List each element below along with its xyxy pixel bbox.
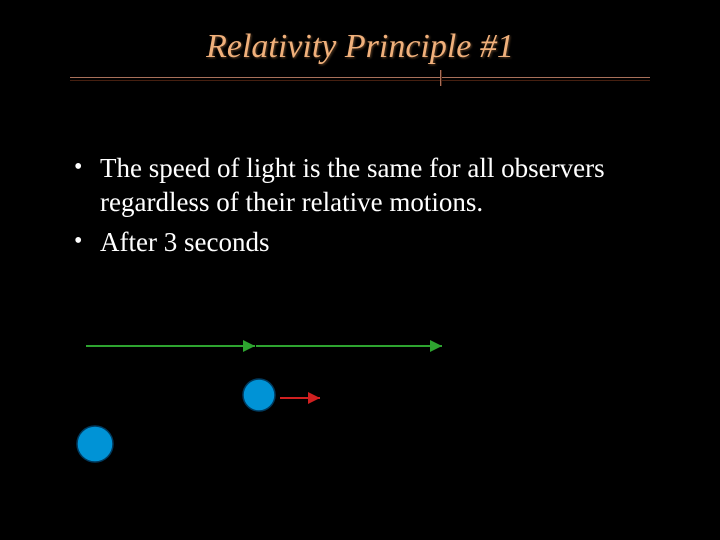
- moving-observer-icon: [243, 379, 275, 411]
- underline-tick: [440, 70, 442, 86]
- slide: Relativity Principle #1 The speed of lig…: [0, 0, 720, 540]
- diagram: [0, 0, 720, 540]
- stationary-observer-icon: [77, 426, 113, 462]
